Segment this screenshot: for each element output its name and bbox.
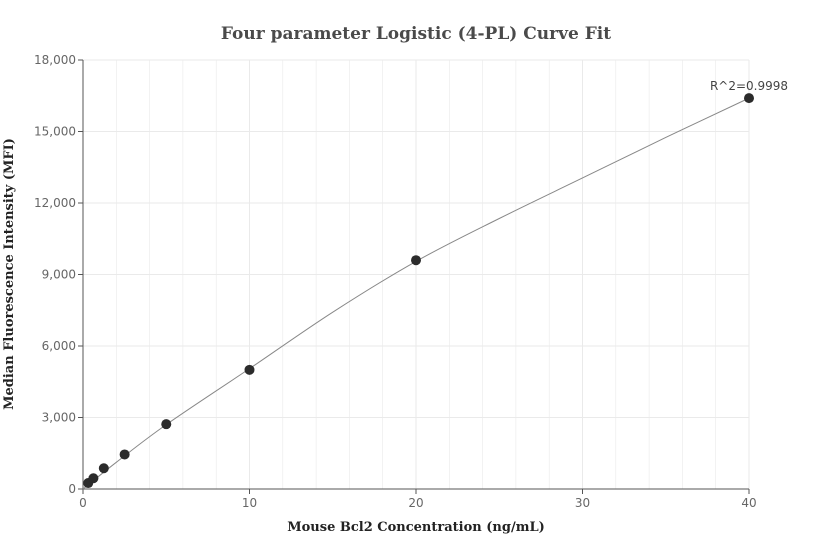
x-axis-title: Mouse Bcl2 Concentration (ng/mL): [287, 520, 545, 535]
fit-curve: [82, 97, 750, 490]
data-point: [161, 419, 172, 430]
data-point: [244, 364, 255, 375]
chart-title: Four parameter Logistic (4-PL) Curve Fit: [221, 24, 611, 44]
x-tick-label: 30: [575, 496, 590, 510]
data-points: [83, 93, 754, 489]
data-point: [411, 255, 421, 266]
data-point: [744, 93, 754, 104]
y-tick-label: 9,000: [42, 268, 76, 282]
y-axis-title: Median Fluorescence Intensity (MFI): [2, 138, 17, 410]
x-tick-label: 20: [408, 496, 423, 510]
y-tick-label: 3,000: [42, 411, 76, 425]
x-tick-label: 0: [79, 496, 87, 510]
y-tick-label: 6,000: [42, 339, 76, 353]
data-point: [88, 473, 99, 484]
x-tick-label: 40: [741, 496, 756, 510]
data-point: [119, 449, 130, 460]
grid: [82, 59, 750, 490]
x-tick-label: 10: [242, 496, 257, 510]
y-tick-label: 12,000: [34, 196, 76, 210]
y-tick-label: 18,000: [34, 53, 76, 67]
r-squared-annotation: R^2=0.9998: [710, 79, 788, 93]
data-point: [98, 463, 109, 474]
y-tick-label: 0: [68, 482, 76, 496]
y-tick-label: 15,000: [34, 125, 76, 139]
ticks: 0 10 20 30 40 0 3,000 6,000 9,000 12,000 15,000 18,…: [34, 53, 757, 510]
